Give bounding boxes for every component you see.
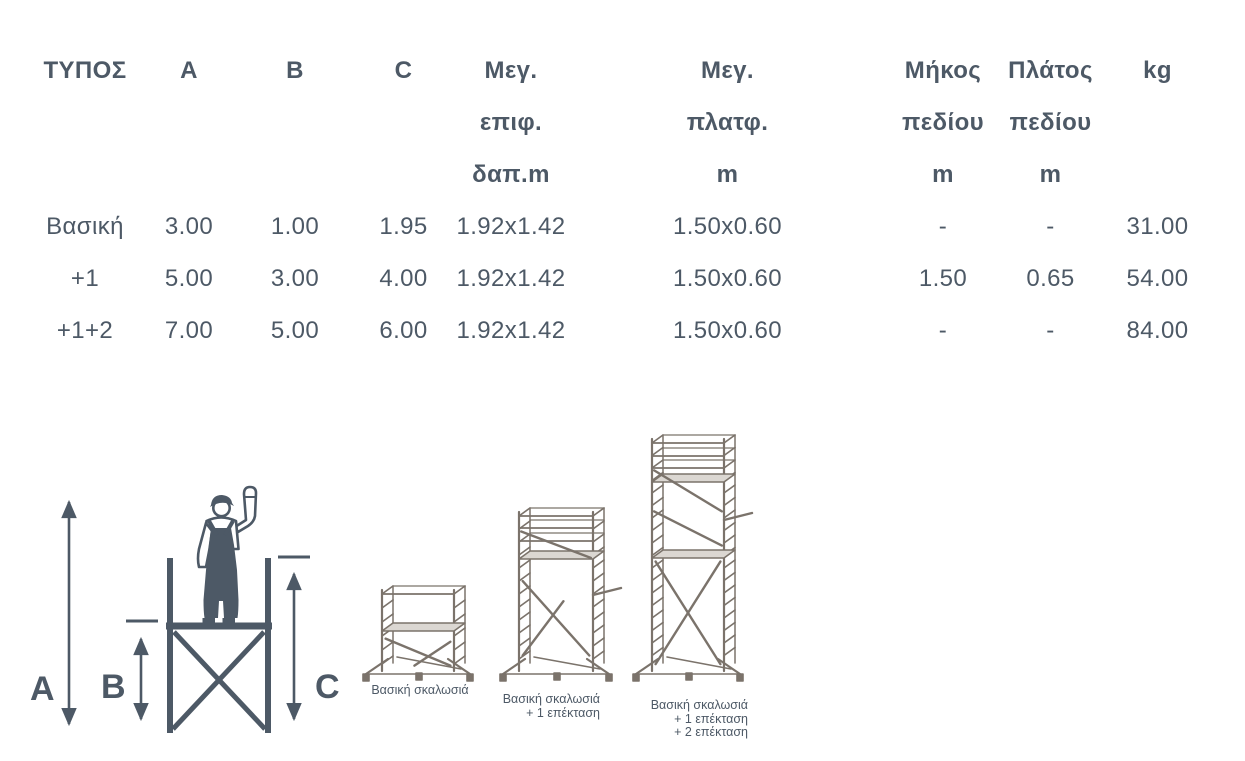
header-label: ΤΥΠΟΣ xyxy=(43,57,127,84)
header-label: m xyxy=(932,161,954,188)
table-cell: 3.00 xyxy=(270,265,320,292)
table-cell: 4.00 xyxy=(379,265,428,292)
caption-basic-scaffold: Βασική σκαλωσιά xyxy=(358,683,482,698)
table-cell: - xyxy=(938,317,948,344)
table-cell: 1.50x0.60 xyxy=(672,265,783,292)
header-cell-c: C xyxy=(352,45,455,201)
table-cell: - xyxy=(1046,213,1055,240)
header-label: επιφ. xyxy=(479,109,543,136)
header-label: A xyxy=(180,57,198,84)
header-cell-field-width: Πλάτος πεδίου m xyxy=(998,45,1103,201)
header-cell-max-floor-area: Μεγ. επιφ. δαπ.m xyxy=(455,45,567,201)
header-label: Μεγ. xyxy=(484,57,538,84)
header-label: δαπ.m xyxy=(472,161,550,188)
table-cell: - xyxy=(938,213,948,240)
table-cell: 1.50 xyxy=(918,265,968,292)
caption-line: Βασική σκαλωσιά xyxy=(502,692,600,706)
table-cell: 1.50x0.60 xyxy=(672,317,783,344)
table-cell: 1.50x0.60 xyxy=(672,213,783,240)
header-label: Πλάτος xyxy=(1008,57,1093,84)
table-cell: 5.00 xyxy=(270,317,320,344)
table-cell: 1.92x1.42 xyxy=(456,317,566,344)
header-label: Μεγ. xyxy=(701,57,754,84)
spec-table: ΤΥΠΟΣ A B C Μεγ. επιφ. δαπ.m Μεγ. πλατφ.… xyxy=(30,45,1212,357)
scaffold-frame xyxy=(166,558,272,733)
header-label: C xyxy=(394,57,413,84)
table-cell: 84.00 xyxy=(1126,317,1189,344)
header-label: m xyxy=(1039,161,1062,188)
table-cell: 0.65 xyxy=(1026,265,1075,292)
header-label: πλατφ. xyxy=(686,109,769,136)
caption-line: Βασική σκαλωσιά xyxy=(371,683,469,697)
table-cell: 5.00 xyxy=(164,265,214,292)
header-cell-b: B xyxy=(238,45,352,201)
table-cell: - xyxy=(1046,317,1055,344)
header-label: m xyxy=(716,161,739,188)
header-cell-max-platform: Μεγ. πλατφ. m xyxy=(567,45,888,201)
caption-scaffold-plus1-plus2: Βασική σκαλωσιά + 1 επέκταση + 2 επέκτασ… xyxy=(626,698,748,740)
label-a: A xyxy=(30,670,55,708)
header-label: πεδίου xyxy=(901,109,985,136)
table-cell: +1 xyxy=(70,265,100,292)
caption-scaffold-plus1: Βασική σκαλωσιά + 1 επέκταση xyxy=(478,692,600,720)
table-cell: +1+2 xyxy=(56,317,114,344)
scaffold-illustration-basic xyxy=(362,585,474,682)
caption-line: + 1 επέκταση xyxy=(526,705,600,720)
header-label: Μήκος xyxy=(904,57,982,84)
dimension-arrows xyxy=(61,499,310,727)
header-cell-field-length: Μήκος πεδίου m xyxy=(888,45,998,201)
header-label: B xyxy=(286,57,304,84)
table-cell: 3.00 xyxy=(164,213,214,240)
table-cell: Βασική xyxy=(46,213,124,240)
header-label: kg xyxy=(1143,57,1172,84)
table-cell: 1.92x1.42 xyxy=(456,213,566,240)
worker-illustration xyxy=(196,485,258,623)
table-cell: 1.00 xyxy=(270,213,320,240)
scaffold-illustration-plus1-plus2 xyxy=(632,434,754,682)
label-b: B xyxy=(101,668,126,706)
table-cell: 54.00 xyxy=(1126,265,1189,292)
table-cell: 6.00 xyxy=(379,317,428,344)
header-cell-a: A xyxy=(140,45,238,201)
label-c: C xyxy=(315,668,340,706)
caption-line: Βασική σκαλωσιά xyxy=(650,698,748,712)
caption-line: + 1 επέκταση xyxy=(674,711,748,726)
caption-line: + 2 επέκταση xyxy=(674,725,748,739)
table-cell: 7.00 xyxy=(164,317,214,344)
table-cell: 1.92x1.42 xyxy=(456,265,566,292)
table-cell: 1.95 xyxy=(379,213,428,240)
table-cell: 31.00 xyxy=(1126,213,1189,240)
scaffold-illustrations xyxy=(362,434,754,682)
scaffold-illustration-plus1 xyxy=(499,507,623,682)
header-cell-typos: ΤΥΠΟΣ xyxy=(30,45,140,201)
header-cell-kg: kg xyxy=(1103,45,1212,201)
header-label: πεδίου xyxy=(1009,109,1092,136)
